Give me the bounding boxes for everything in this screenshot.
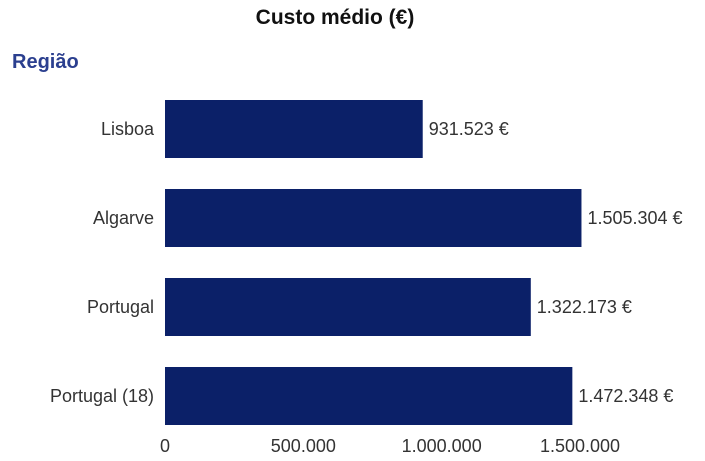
- value-label: 1.322.173 €: [537, 297, 632, 317]
- category-label: Lisboa: [101, 119, 155, 139]
- category-label: Algarve: [93, 208, 154, 228]
- bar: [165, 278, 531, 336]
- category-label: Portugal: [87, 297, 154, 317]
- bar: [165, 367, 573, 425]
- chart-title: Custo médio (€): [255, 6, 415, 29]
- value-label: 1.505.304 €: [587, 208, 682, 228]
- category-axis-title: Região: [12, 51, 79, 73]
- value-label: 931.523 €: [429, 119, 509, 139]
- x-tick-label: 500.000: [271, 436, 336, 456]
- x-tick-label: 1.000.000: [402, 436, 482, 456]
- bar: [165, 100, 423, 158]
- value-label: 1.472.348 €: [578, 386, 673, 406]
- x-tick-label: 1.500.000: [540, 436, 620, 456]
- category-label: Portugal (18): [50, 386, 154, 406]
- x-tick-label: 0: [160, 436, 170, 456]
- bar: [165, 189, 582, 247]
